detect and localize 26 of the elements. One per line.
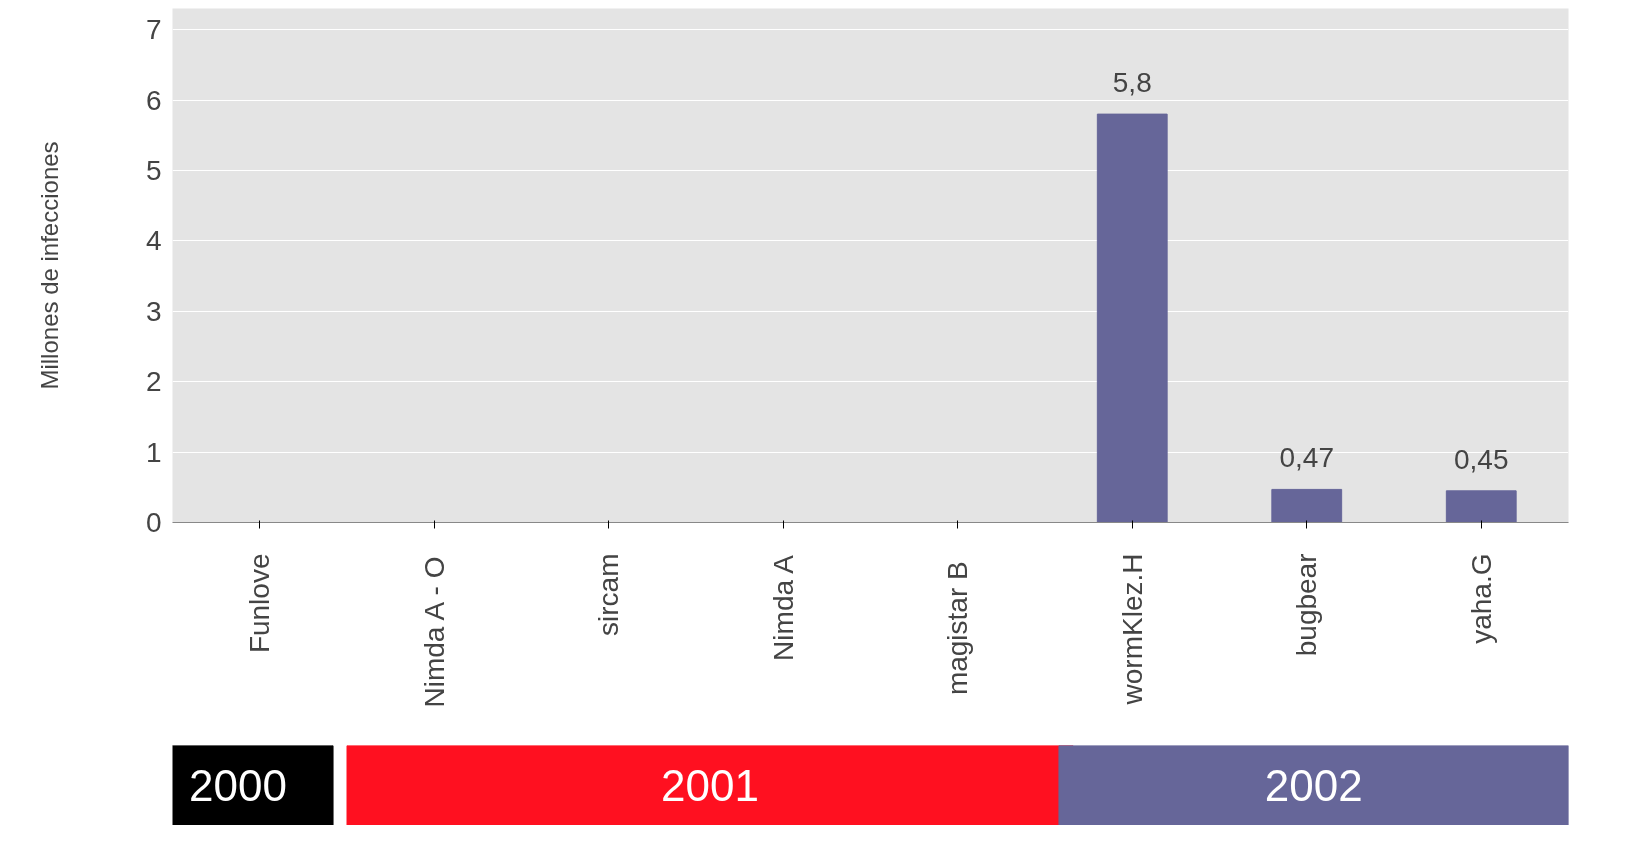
y-axis-title: Millones de infecciones (35, 141, 63, 390)
y-tick-label: 2 (145, 366, 162, 398)
text: 2000 (189, 761, 287, 810)
bar (1096, 113, 1168, 523)
y-tick-label: 6 (145, 84, 162, 116)
x-tick-label: sircam (593, 553, 625, 636)
x-tick-label: Nimda A (767, 554, 799, 661)
y-tick-label: 1 (145, 436, 162, 468)
y-tick-label: 7 (145, 14, 162, 46)
y-tick-label: 0 (145, 507, 162, 538)
x-tick-label: magistar B (942, 561, 974, 696)
y-tick-label: 3 (145, 295, 162, 327)
y-tick-label: 5 (145, 154, 162, 186)
x-tick-label: bugbear (1291, 553, 1323, 657)
bar (1271, 488, 1343, 523)
x-tick-label: Nimda A - O (418, 556, 450, 708)
x-tick-label: yaha.G (1465, 553, 1497, 644)
x-tick-label: wormKlez.H (1116, 553, 1148, 706)
x-tick-label: Funlove (244, 553, 276, 654)
data-label: 0,47 (1279, 442, 1334, 474)
data-label: 0,45 (1454, 443, 1509, 475)
text: 2002 (1264, 761, 1363, 810)
text: 2001 (661, 761, 759, 810)
bar (1445, 490, 1517, 523)
y-tick-label: 4 (145, 225, 162, 257)
data-label: 5,8 (1112, 67, 1152, 99)
